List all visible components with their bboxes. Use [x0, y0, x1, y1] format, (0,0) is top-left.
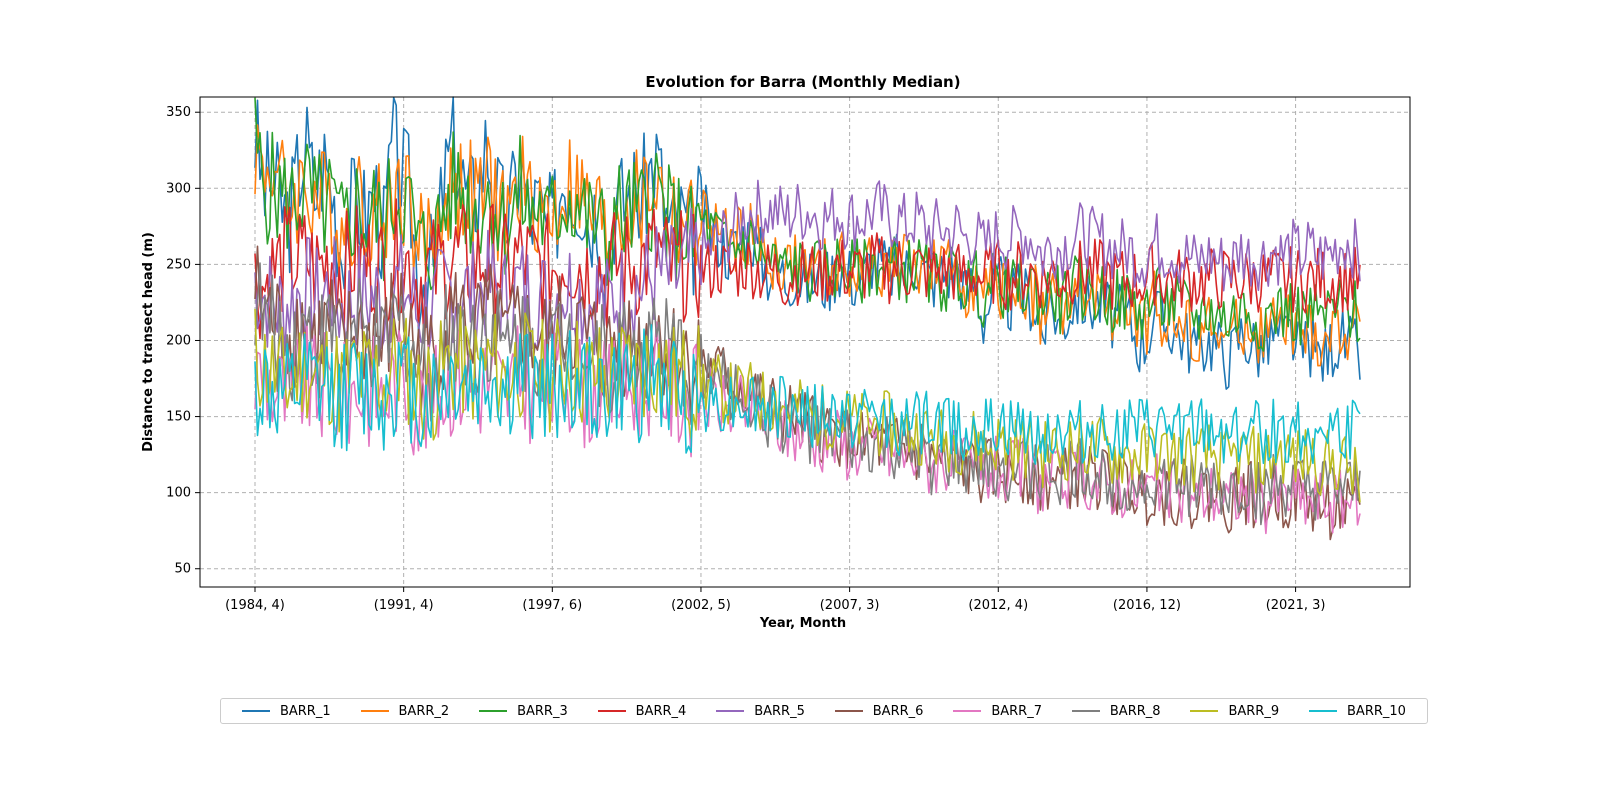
series-layer: [254, 96, 1361, 541]
y-tick-label: 50: [174, 562, 191, 577]
legend-item: BARR_10: [1309, 704, 1406, 719]
x-axis-label: Year, Month: [759, 616, 846, 631]
legend-swatch: [241, 710, 270, 712]
legend-item: BARR_6: [834, 703, 924, 719]
legend-swatch: [716, 710, 745, 712]
y-tick-label: 100: [166, 486, 191, 501]
x-tick-label: (1984, 4): [225, 598, 285, 613]
legend-item: BARR_9: [1190, 704, 1279, 719]
legend-label: BARR_1: [279, 703, 331, 719]
legend-swatch: [1071, 710, 1100, 712]
y-tick-label: 200: [166, 333, 191, 348]
legend-swatch: [834, 710, 863, 712]
legend-item: BARR_2: [360, 703, 450, 719]
y-axis-label: Distance to transect head (m): [141, 232, 156, 452]
legend-label: BARR_8: [1109, 703, 1161, 719]
legend-swatch: [1190, 710, 1219, 712]
legend-label: BARR_10: [1347, 703, 1406, 719]
legend-item: BARR_8: [1071, 703, 1161, 719]
y-tick-label: 150: [166, 410, 191, 425]
legend: BARR_1 BARR_2 BARR_3 BARR_4 BARR_5 BARR_6 BARR…: [220, 698, 1428, 724]
legend-swatch: [1309, 710, 1338, 712]
legend-label: BARR_4: [635, 703, 687, 719]
legend-label: BARR_7: [991, 703, 1042, 719]
legend-label: BARR_9: [1228, 703, 1280, 719]
legend-item: BARR_5: [716, 704, 805, 719]
legend-label: BARR_5: [754, 703, 805, 719]
series-line-barr-4: [254, 198, 1361, 340]
legend-item: BARR_1: [241, 703, 331, 719]
x-tick-label: (1991, 4): [374, 598, 434, 613]
x-axis-ticks: (1984, 4) (1991, 4) (1997, 6) (2002, 5) (200…: [225, 587, 1325, 613]
legend-label: BARR_6: [872, 703, 924, 719]
legend-item: BARR_7: [953, 704, 1042, 719]
legend-label: BARR_3: [517, 703, 568, 719]
x-tick-label: (1997, 6): [522, 598, 582, 613]
chart-title: Evolution for Barra (Monthly Median): [645, 73, 960, 91]
legend-label: BARR_2: [398, 703, 450, 719]
plot-area: [199, 96, 1411, 588]
series-line-barr-10: [254, 324, 1361, 465]
y-tick-label: 300: [166, 181, 191, 196]
x-tick-label: (2016, 12): [1113, 598, 1181, 613]
legend-swatch: [360, 710, 389, 712]
series-line-barr-1: [254, 96, 1361, 390]
legend-item: BARR_4: [597, 703, 687, 719]
legend-swatch: [479, 710, 508, 712]
y-tick-label: 250: [166, 257, 191, 272]
legend-swatch: [597, 710, 626, 712]
x-tick-label: (2007, 3): [820, 598, 880, 613]
legend-swatch: [953, 710, 982, 712]
x-tick-label: (2012, 4): [968, 598, 1028, 613]
series-line-barr-5: [254, 179, 1361, 357]
legend-item: BARR_3: [479, 704, 568, 719]
series-line-barr-3: [254, 97, 1361, 352]
x-tick-label: (2002, 5): [671, 598, 731, 613]
y-tick-label: 350: [166, 105, 191, 120]
x-tick-label: (2021, 3): [1266, 598, 1326, 613]
y-axis-ticks: 50 100 150 200 250 300 350: [166, 105, 200, 577]
